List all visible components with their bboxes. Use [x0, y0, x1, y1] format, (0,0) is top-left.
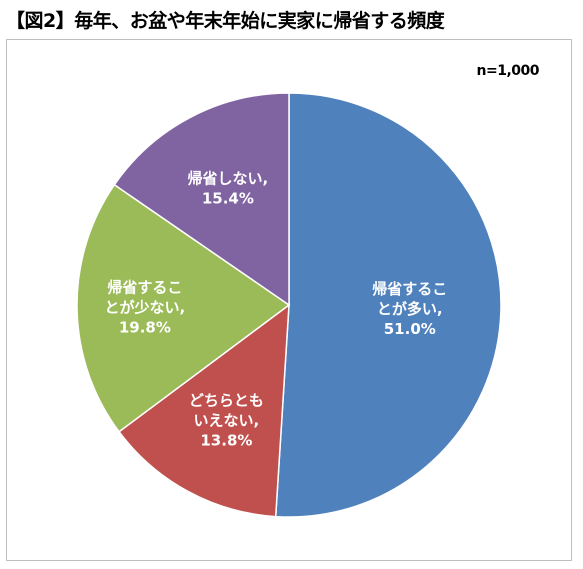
slice-label-line: いえない,: [194, 412, 260, 430]
pie-slice-3: [76, 183, 291, 433]
pie-labels: 帰省することが多い, 51.0% どちらともいえない, 13.8% 帰省することが少ない…: [105, 170, 448, 450]
pie-slice-4: [113, 92, 290, 307]
slice-label-line: とが多い,: [377, 300, 443, 318]
slice-label-line: 15.4%: [202, 190, 254, 208]
pie-slice-2: [118, 303, 290, 518]
slice-label-line: とが少ない,: [105, 299, 186, 317]
slice-label-line: 13.8%: [200, 432, 252, 450]
slice-label-4: 帰省しない, 15.4%: [188, 170, 269, 208]
slice-label-line: 51.0%: [384, 320, 436, 338]
slice-label-line: 帰省するこ: [372, 280, 447, 298]
slice-label-line: 帰省するこ: [107, 279, 182, 297]
slice-label-line: どちらとも: [189, 392, 264, 410]
slice-label-1: 帰省することが多い, 51.0%: [372, 280, 447, 338]
chart-title: 【図2】毎年、お盆や年末年始に実家に帰省する頻度: [6, 10, 445, 32]
pie-slices: [76, 92, 502, 518]
slice-label-2: どちらともいえない, 13.8%: [189, 392, 264, 450]
chart-frame: [6, 39, 572, 561]
sample-size-note: n=1,000: [476, 63, 540, 79]
slice-label-line: 19.8%: [119, 319, 171, 337]
pie-slice-1: [274, 92, 502, 518]
slice-label-3: 帰省することが少ない, 19.8%: [105, 279, 186, 337]
slice-label-line: 帰省しない,: [188, 170, 269, 188]
